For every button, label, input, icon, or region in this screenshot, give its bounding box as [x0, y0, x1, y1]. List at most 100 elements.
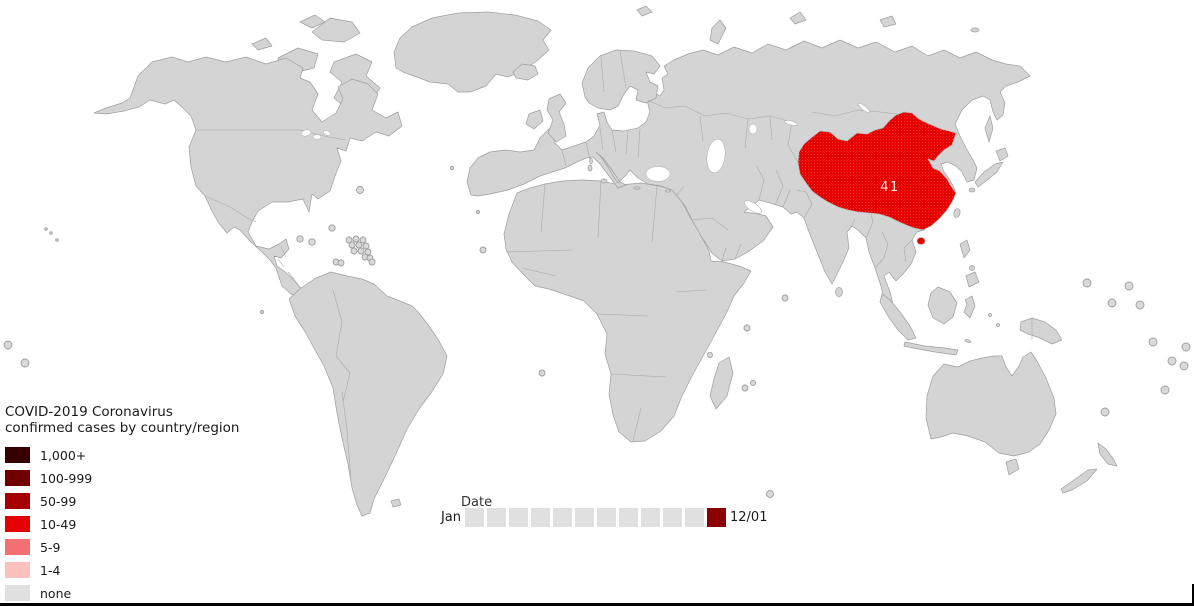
legend-swatch [5, 562, 30, 578]
region-sri-lanka[interactable] [835, 287, 843, 297]
region-ireland[interactable] [525, 109, 544, 130]
island-marker [337, 259, 345, 267]
legend-label: 1-4 [40, 562, 61, 578]
slider-step-selected[interactable] [707, 508, 726, 527]
region-sulawesi[interactable] [963, 295, 976, 319]
island-marker [296, 235, 304, 243]
region-greenland[interactable] [393, 11, 552, 93]
island-marker [1160, 385, 1170, 395]
region-novaya-zemlya [709, 19, 727, 45]
island-marker [1148, 337, 1158, 347]
slider-steps[interactable] [465, 508, 726, 527]
region-sardinia [587, 164, 593, 172]
island-marker [345, 236, 353, 244]
country-borders [196, 50, 1033, 482]
legend-swatch [5, 470, 30, 486]
island-marker [450, 166, 454, 170]
legend-label: 50-99 [40, 493, 77, 509]
region-taiwan[interactable] [953, 208, 961, 218]
region-japan [968, 187, 976, 193]
slider-step[interactable] [509, 508, 528, 527]
legend-swatch [5, 516, 30, 532]
island-marker [55, 238, 59, 242]
region-severnaya-zemlya [789, 11, 807, 25]
slider-current-date-label: 12/01 [730, 510, 768, 525]
island-marker [1124, 281, 1134, 291]
island-marker [328, 224, 336, 232]
region-philippines[interactable] [965, 271, 980, 288]
region-australia[interactable] [925, 351, 1057, 457]
region-philippines[interactable] [959, 239, 971, 259]
region-svalbard [636, 5, 653, 17]
country-china-hainan[interactable] [916, 237, 926, 245]
slider-step[interactable] [619, 508, 638, 527]
island-marker [750, 380, 756, 386]
island-markers[interactable] [3, 166, 1191, 498]
legend-swatch [5, 447, 30, 463]
region-iceland[interactable] [512, 63, 539, 81]
island-marker [308, 238, 316, 246]
region-uk[interactable] [546, 93, 567, 143]
slider-step[interactable] [685, 508, 704, 527]
legend-label: 100-999 [40, 470, 93, 486]
region-new-zealand[interactable] [1060, 468, 1098, 494]
slider-step[interactable] [531, 508, 550, 527]
legend-label: 1,000+ [40, 447, 87, 463]
region-japan[interactable] [974, 161, 1004, 188]
island-marker [260, 310, 264, 314]
region-java[interactable] [903, 341, 959, 356]
slider-step[interactable] [663, 508, 682, 527]
legend-row-none: none [5, 585, 295, 601]
map-land [93, 5, 1118, 517]
slider-step[interactable] [641, 508, 660, 527]
region-moluccas [988, 313, 992, 317]
legend-row-1,000+: 1,000+ [5, 447, 295, 463]
island-marker [356, 186, 364, 194]
region-tasmania[interactable] [1005, 458, 1020, 476]
persian-gulf [744, 200, 762, 214]
region-cyprus [665, 189, 671, 193]
legend-row-50-99: 50-99 [5, 493, 295, 509]
island-marker [1135, 300, 1145, 310]
bottom-frame-border [0, 603, 1194, 606]
slider-step[interactable] [597, 508, 616, 527]
country-china[interactable] [797, 111, 957, 231]
slider-step[interactable] [487, 508, 506, 527]
legend-title-line2: confirmed cases by country/region [5, 420, 240, 436]
legend-items: 1,000+ 100-999 50-99 10-49 5-9 1-4 none [5, 447, 295, 601]
legend-swatch [5, 539, 30, 555]
region-arctic-islands [311, 17, 361, 43]
region-madagascar[interactable] [709, 356, 734, 410]
region-new-guinea[interactable] [1019, 317, 1063, 345]
region-north-america[interactable] [93, 56, 403, 299]
legend-label: none [40, 585, 72, 601]
slider-step[interactable] [575, 508, 594, 527]
slider-step[interactable] [553, 508, 572, 527]
region-sakhalin [984, 115, 994, 143]
region-sumatra[interactable] [879, 293, 917, 341]
island-marker [476, 210, 480, 214]
island-marker [741, 384, 749, 392]
region-south-america[interactable] [288, 271, 448, 517]
island-marker [743, 324, 751, 332]
region-new-zealand[interactable] [1097, 442, 1118, 467]
island-marker [1181, 342, 1191, 352]
highlighted-region-china[interactable]: 41 [797, 111, 957, 245]
great-lakes [300, 129, 312, 137]
island-marker [1167, 356, 1177, 366]
right-frame-border [1192, 584, 1194, 606]
black-sea [645, 166, 671, 182]
region-japan[interactable] [995, 147, 1009, 162]
slider-step[interactable] [465, 508, 484, 527]
island-marker [1107, 298, 1117, 308]
region-borneo[interactable] [927, 286, 958, 325]
region-arctic-islands [299, 14, 326, 29]
great-lakes [312, 134, 322, 140]
island-marker [350, 247, 358, 255]
slider-start-label: Jan [440, 510, 461, 525]
region-africa[interactable] [503, 179, 752, 443]
region-wrangel [970, 27, 980, 33]
island-marker [357, 247, 365, 255]
island-marker [781, 294, 789, 302]
